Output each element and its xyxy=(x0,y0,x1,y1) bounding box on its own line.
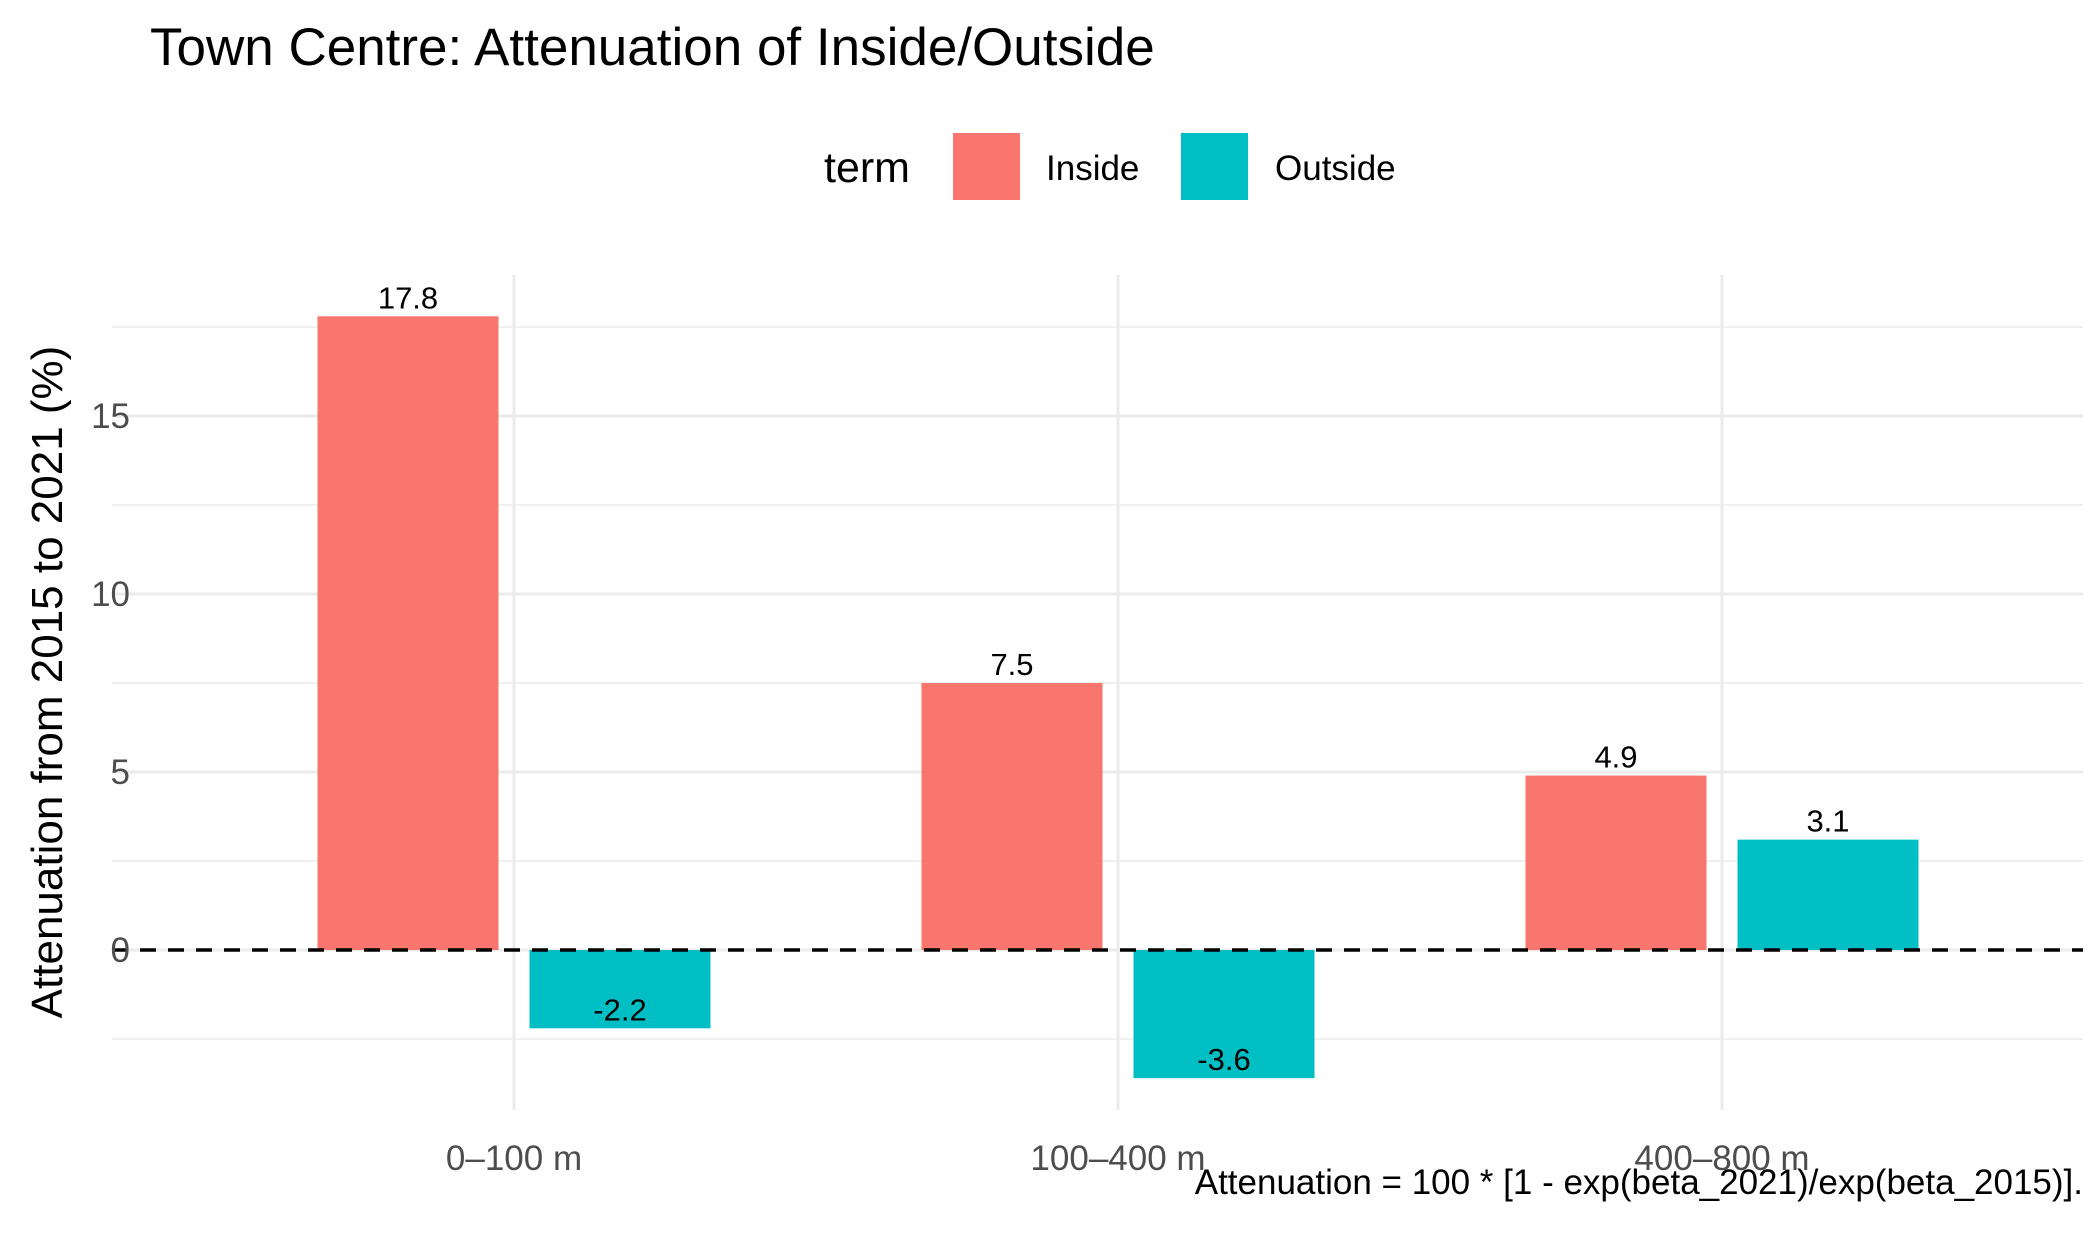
legend-label-outside: Outside xyxy=(1275,149,1396,188)
legend-label-inside: Inside xyxy=(1046,149,1139,188)
legend-title: term xyxy=(824,144,910,192)
x-tick-label-0-100-m: 0–100 m xyxy=(446,1139,582,1178)
legend-swatch-outside xyxy=(1181,133,1248,200)
legend-swatch-inside xyxy=(953,133,1020,200)
data-label-inside-400-800-m: 4.9 xyxy=(1594,740,1637,775)
x-tick-label-100-400-m: 100–400 m xyxy=(1030,1139,1205,1178)
bars xyxy=(317,316,1919,1079)
y-tick-label: 0 xyxy=(111,931,130,970)
bar-outside-400-800-m xyxy=(1737,839,1919,950)
bar-outside-0-100-m xyxy=(529,950,711,1029)
bar-inside-0-100-m xyxy=(317,316,499,950)
chart-caption: Attenuation = 100 * [1 - exp(beta_2021)/… xyxy=(1195,1163,2083,1202)
x-tick-label-400-800-m: 400–800 m xyxy=(1634,1139,1809,1178)
bar-outside-100-400-m xyxy=(1133,950,1315,1079)
y-axis-title: Attenuation from 2015 to 2021 (%) xyxy=(23,346,72,1019)
data-labels: 17.8 7.5 4.9 -2.2 -3.6 3.1 xyxy=(378,280,1850,1077)
bar-inside-400-800-m xyxy=(1525,775,1707,950)
y-axis-tick-labels: 0 5 10 15 xyxy=(91,397,130,970)
legend: term Inside Outside xyxy=(824,133,1396,200)
data-label-outside-400-800-m: 3.1 xyxy=(1806,804,1849,839)
data-label-inside-0-100-m: 17.8 xyxy=(378,280,438,315)
data-label-outside-0-100-m: -2.2 xyxy=(593,992,646,1027)
data-label-inside-100-400-m: 7.5 xyxy=(990,647,1033,682)
x-axis-tick-labels: 0–100 m 100–400 m 400–800 m xyxy=(446,1139,1810,1178)
y-tick-label: 15 xyxy=(91,397,130,436)
y-tick-label: 10 xyxy=(91,575,130,614)
y-tick-label: 5 xyxy=(111,753,130,792)
bar-inside-100-400-m xyxy=(921,683,1103,950)
data-label-outside-100-400-m: -3.6 xyxy=(1197,1042,1250,1077)
chart-title: Town Centre: Attenuation of Inside/Outsi… xyxy=(150,18,1155,77)
